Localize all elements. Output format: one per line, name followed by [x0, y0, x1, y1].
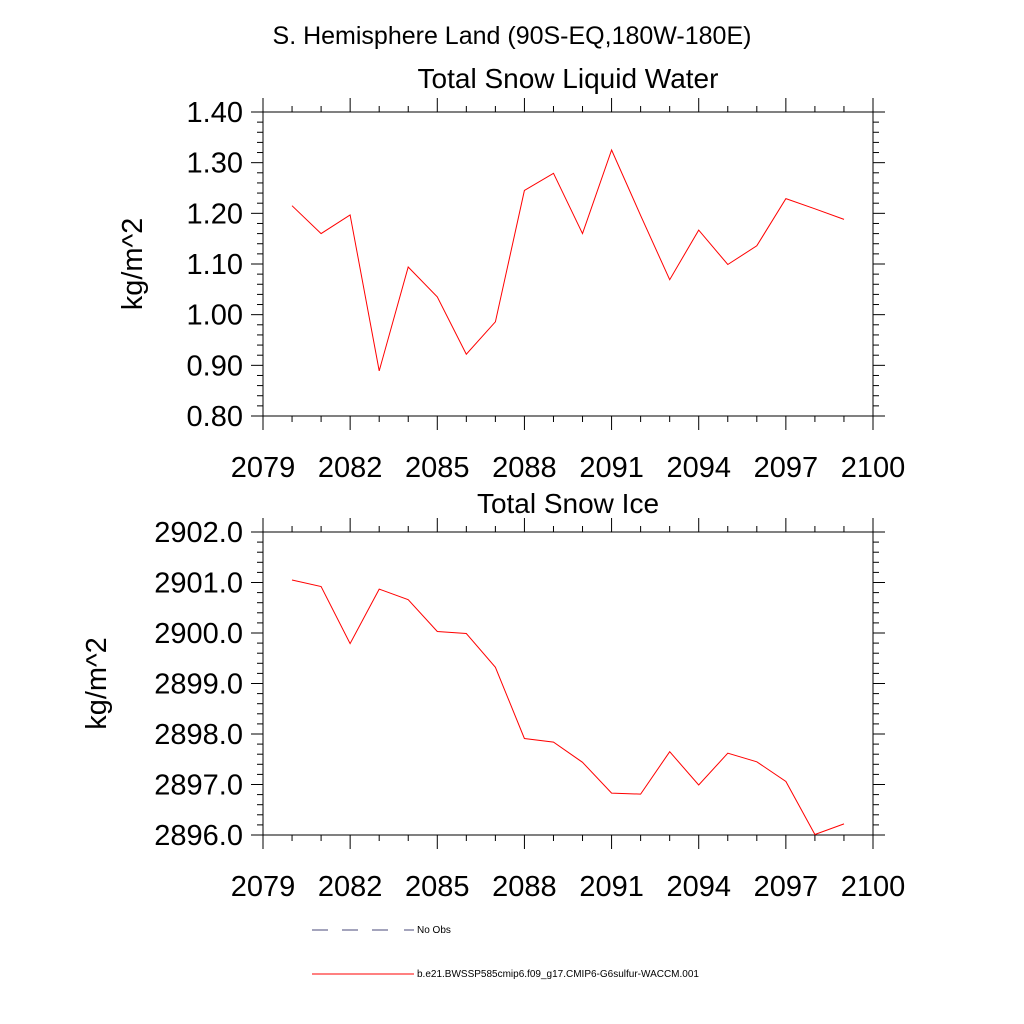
- y-tick-label: 1.30: [187, 148, 243, 180]
- x-tick-label: 2082: [318, 871, 383, 903]
- x-tick-label: 2100: [841, 871, 906, 903]
- x-tick-label: 2088: [492, 871, 557, 903]
- legend-label-no-obs: No Obs: [417, 925, 451, 936]
- series-line-liquid-water: [291, 148, 845, 372]
- y-tick-label: 0.90: [187, 350, 243, 382]
- data-point-liquid-water: [610, 149, 612, 151]
- y-axis-label-liquid-water: kg/m^2: [117, 218, 149, 311]
- y-tick-label: 1.00: [187, 300, 243, 332]
- legend-label-model: b.e21.BWSSP585cmip6.f09_g17.CMIP6-G6sulf…: [417, 969, 699, 980]
- data-point-liquid-water: [523, 189, 525, 191]
- data-point-snow-ice: [378, 588, 380, 590]
- x-tick-label: 2079: [231, 871, 296, 903]
- y-tick-label: 2902.0: [154, 517, 243, 549]
- x-tick-label: 2085: [405, 452, 470, 484]
- data-point-snow-ice: [669, 751, 671, 753]
- x-tick-label: 2085: [405, 871, 470, 903]
- data-point-liquid-water: [407, 266, 409, 268]
- data-point-liquid-water: [436, 296, 438, 298]
- data-point-snow-ice: [814, 833, 816, 835]
- x-tick-label: 2094: [666, 871, 731, 903]
- data-point-snow-ice: [494, 666, 496, 668]
- data-point-snow-ice: [756, 761, 758, 763]
- panel-title-liquid-water: Total Snow Liquid Water: [418, 63, 719, 94]
- data-point-liquid-water: [669, 279, 671, 281]
- data-point-liquid-water: [581, 232, 583, 234]
- data-point-snow-ice: [320, 585, 322, 587]
- chart-panel-snow-ice: Total Snow Ice 2079 2082 2085 2088 2091 2094 20…: [81, 488, 905, 903]
- data-point-liquid-water: [843, 218, 845, 220]
- data-point-snow-ice: [639, 793, 641, 795]
- legend: No Obs b.e21.BWSSP585cmip6.f09_g17.CMIP6…: [312, 925, 699, 980]
- figure-title: S. Hemisphere Land (90S-EQ,180W-180E): [273, 22, 752, 50]
- series-line-snow-ice: [291, 579, 845, 836]
- data-point-snow-ice: [291, 579, 293, 581]
- data-point-liquid-water: [814, 208, 816, 210]
- data-point-liquid-water: [785, 197, 787, 199]
- y-tick-label: 2901.0: [154, 568, 243, 600]
- x-tick-label: 2100: [841, 452, 906, 484]
- y-tick-label: 2898.0: [154, 719, 243, 751]
- data-point-liquid-water: [756, 245, 758, 247]
- data-point-liquid-water: [465, 353, 467, 355]
- x-tick-label: 2088: [492, 452, 557, 484]
- y-tick-label: 1.40: [187, 97, 243, 129]
- data-point-liquid-water: [727, 263, 729, 265]
- y-tick-label: 0.80: [187, 401, 243, 433]
- chart-panel-snow-liquid-water: Total Snow Liquid Water 2079 2082 2085 2088 2…: [117, 63, 905, 484]
- data-point-snow-ice: [436, 630, 438, 632]
- data-point-snow-ice: [610, 792, 612, 794]
- data-point-snow-ice: [349, 642, 351, 644]
- data-point-snow-ice: [465, 632, 467, 634]
- y-tick-label: 1.20: [187, 198, 243, 230]
- x-tick-label: 2091: [579, 871, 644, 903]
- data-point-liquid-water: [320, 232, 322, 234]
- x-tick-label: 2082: [318, 452, 383, 484]
- data-point-liquid-water: [698, 229, 700, 231]
- data-point-snow-ice: [407, 599, 409, 601]
- y-tick-label: 2899.0: [154, 669, 243, 701]
- y-tick-label: 2900.0: [154, 618, 243, 650]
- data-point-snow-ice: [523, 737, 525, 739]
- data-point-liquid-water: [349, 214, 351, 216]
- x-tick-label: 2097: [754, 452, 819, 484]
- x-tick-label: 2091: [579, 452, 644, 484]
- data-point-snow-ice: [843, 823, 845, 825]
- y-axis-label-snow-ice: kg/m^2: [81, 637, 113, 730]
- data-point-snow-ice: [785, 780, 787, 782]
- plot-frame-snow-ice: [262, 531, 874, 836]
- data-point-liquid-water: [378, 370, 380, 372]
- y-tick-label: 2897.0: [154, 770, 243, 802]
- data-point-liquid-water: [639, 214, 641, 216]
- data-point-liquid-water: [552, 172, 554, 174]
- data-point-liquid-water: [291, 205, 293, 207]
- data-point-snow-ice: [552, 741, 554, 743]
- y-tick-label: 2896.0: [154, 820, 243, 852]
- data-point-liquid-water: [494, 321, 496, 323]
- plot-frame-liquid-water: [262, 111, 874, 417]
- x-tick-label: 2094: [666, 452, 731, 484]
- y-tick-label: 1.10: [187, 249, 243, 281]
- panel-title-snow-ice: Total Snow Ice: [477, 488, 659, 519]
- data-point-snow-ice: [727, 752, 729, 754]
- x-tick-label: 2097: [754, 871, 819, 903]
- data-point-snow-ice: [581, 761, 583, 763]
- data-point-snow-ice: [698, 784, 700, 786]
- x-tick-label: 2079: [231, 452, 296, 484]
